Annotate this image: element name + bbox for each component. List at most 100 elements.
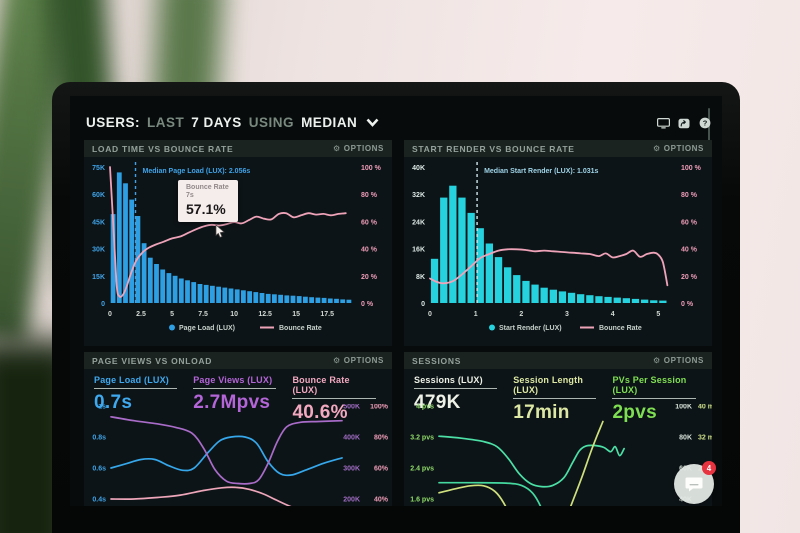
svg-text:40 min: 40 min — [698, 404, 712, 411]
screen-reflection — [708, 108, 710, 150]
svg-text:0: 0 — [108, 311, 112, 318]
svg-text:40%: 40% — [374, 497, 389, 504]
bar — [631, 298, 640, 303]
panel-title: SESSIONS — [412, 355, 462, 366]
bar — [494, 257, 503, 303]
metric-label: Page Views (LUX) — [193, 375, 277, 389]
svg-text:1s: 1s — [98, 404, 106, 411]
bar — [613, 297, 621, 303]
options-button[interactable]: OPTIONS — [333, 356, 384, 365]
header-word: USING — [248, 114, 295, 130]
bar — [549, 289, 557, 303]
metric-label: Sessions (LUX) — [414, 375, 498, 389]
bar — [567, 292, 576, 303]
chat-widget-button[interactable]: 4 — [674, 461, 716, 504]
options-button[interactable]: OPTIONS — [653, 144, 704, 153]
metric-pvs-per-session: PVs Per Session (LUX) 2pvs — [612, 375, 711, 424]
mouse-cursor — [214, 224, 226, 238]
svg-text:12.5: 12.5 — [258, 311, 272, 318]
series-line — [438, 481, 542, 506]
bar — [290, 295, 296, 303]
metric-row: Page Load (LUX) 0.7s Page Views (LUX) 2.… — [84, 369, 392, 424]
header-word: 7 DAYS — [191, 114, 242, 130]
svg-text:Start Render (LUX): Start Render (LUX) — [499, 325, 562, 332]
chat-bubble-icon — [685, 477, 703, 492]
svg-text:15: 15 — [292, 311, 300, 318]
bar — [116, 172, 122, 303]
tooltip-value: 57.1% — [186, 201, 226, 217]
bar — [558, 291, 567, 303]
svg-text:8K: 8K — [416, 274, 425, 281]
svg-text:500K: 500K — [343, 404, 360, 411]
svg-text:32K: 32K — [412, 192, 425, 199]
svg-text:20 %: 20 % — [361, 274, 378, 281]
svg-text:3: 3 — [565, 311, 569, 318]
bar — [135, 216, 141, 303]
svg-text:Median Page Load (LUX): 2.056s: Median Page Load (LUX): 2.056s — [143, 168, 251, 175]
bar — [513, 275, 521, 303]
options-button[interactable]: OPTIONS — [333, 144, 384, 153]
notification-badge: 4 — [702, 461, 716, 475]
bar — [577, 294, 585, 303]
svg-text:0.4s: 0.4s — [92, 497, 106, 504]
bar — [241, 290, 246, 303]
svg-text:0: 0 — [101, 301, 105, 308]
bar — [222, 287, 228, 303]
options-button[interactable]: OPTIONS — [653, 356, 704, 365]
bar — [321, 297, 327, 303]
help-icon[interactable]: ? — [699, 116, 712, 129]
chevron-down-icon[interactable] — [366, 115, 379, 130]
panel-header: START RENDER VS BOUNCE RATE OPTIONS — [404, 140, 712, 157]
metric-sessions: Sessions (LUX) 479K — [414, 375, 513, 424]
svg-text:60K: 60K — [92, 192, 105, 199]
tooltip: Bounce Rate 7s 57.1% — [178, 180, 238, 222]
bar — [203, 284, 209, 303]
display-icon[interactable] — [657, 116, 671, 129]
metric-value: 40.6% — [292, 402, 348, 423]
bar — [216, 286, 221, 303]
tooltip-title: Bounce Rate — [186, 184, 229, 191]
bar — [334, 298, 339, 303]
header-word: LAST — [147, 114, 185, 130]
svg-text:2: 2 — [519, 311, 523, 318]
bar — [234, 289, 240, 303]
tooltip-subtitle: 7s — [186, 192, 194, 199]
svg-text:1: 1 — [474, 311, 478, 318]
svg-text:60%: 60% — [374, 466, 389, 473]
panel-header: LOAD TIME VS BOUNCE RATE OPTIONS — [84, 140, 392, 157]
bounce-rate-line — [429, 248, 669, 287]
bar — [540, 287, 548, 303]
bar — [178, 278, 184, 303]
bar — [172, 275, 178, 303]
svg-text:40K: 40K — [412, 165, 425, 172]
metric-value: 479K — [414, 392, 461, 413]
bar — [296, 296, 302, 303]
bar — [272, 294, 277, 303]
svg-text:5: 5 — [170, 311, 174, 318]
share-icon[interactable] — [678, 116, 691, 129]
date-range-selector[interactable]: USERS: LAST 7 DAYS USING MEDIAN — [86, 110, 379, 134]
svg-text:80 %: 80 % — [361, 192, 378, 199]
svg-text:30K: 30K — [92, 247, 105, 254]
bar — [650, 300, 658, 303]
bar — [504, 267, 512, 303]
bar — [129, 199, 135, 303]
bar — [228, 288, 234, 303]
laptop: USERS: LAST 7 DAYS USING MEDIAN ? LOAD T… — [52, 82, 740, 533]
header-word: USERS: — [86, 114, 141, 130]
bar — [641, 299, 649, 303]
bar — [110, 214, 116, 303]
panel-header: SESSIONS OPTIONS — [404, 352, 712, 369]
bar — [622, 298, 630, 303]
bar — [154, 264, 159, 303]
bar — [467, 212, 475, 303]
chart-page-views-onload: 1s 0.8s 0.6s 0.4s 500K 400K 300K 200K 100% 80% 60%… — [84, 404, 392, 506]
series-line — [110, 486, 292, 506]
chart-load-time: 75K 60K 45K 30K 15K 0 100 % 80 % 60 % 40 % 20 % 0 %… — [84, 157, 392, 346]
chart-canvas: 1s 0.8s 0.6s 0.4s 500K 400K 300K 200K 100% 80% 60%… — [92, 404, 389, 506]
svg-text:4: 4 — [611, 311, 615, 318]
svg-text:200K: 200K — [343, 497, 360, 504]
bar — [659, 300, 667, 303]
